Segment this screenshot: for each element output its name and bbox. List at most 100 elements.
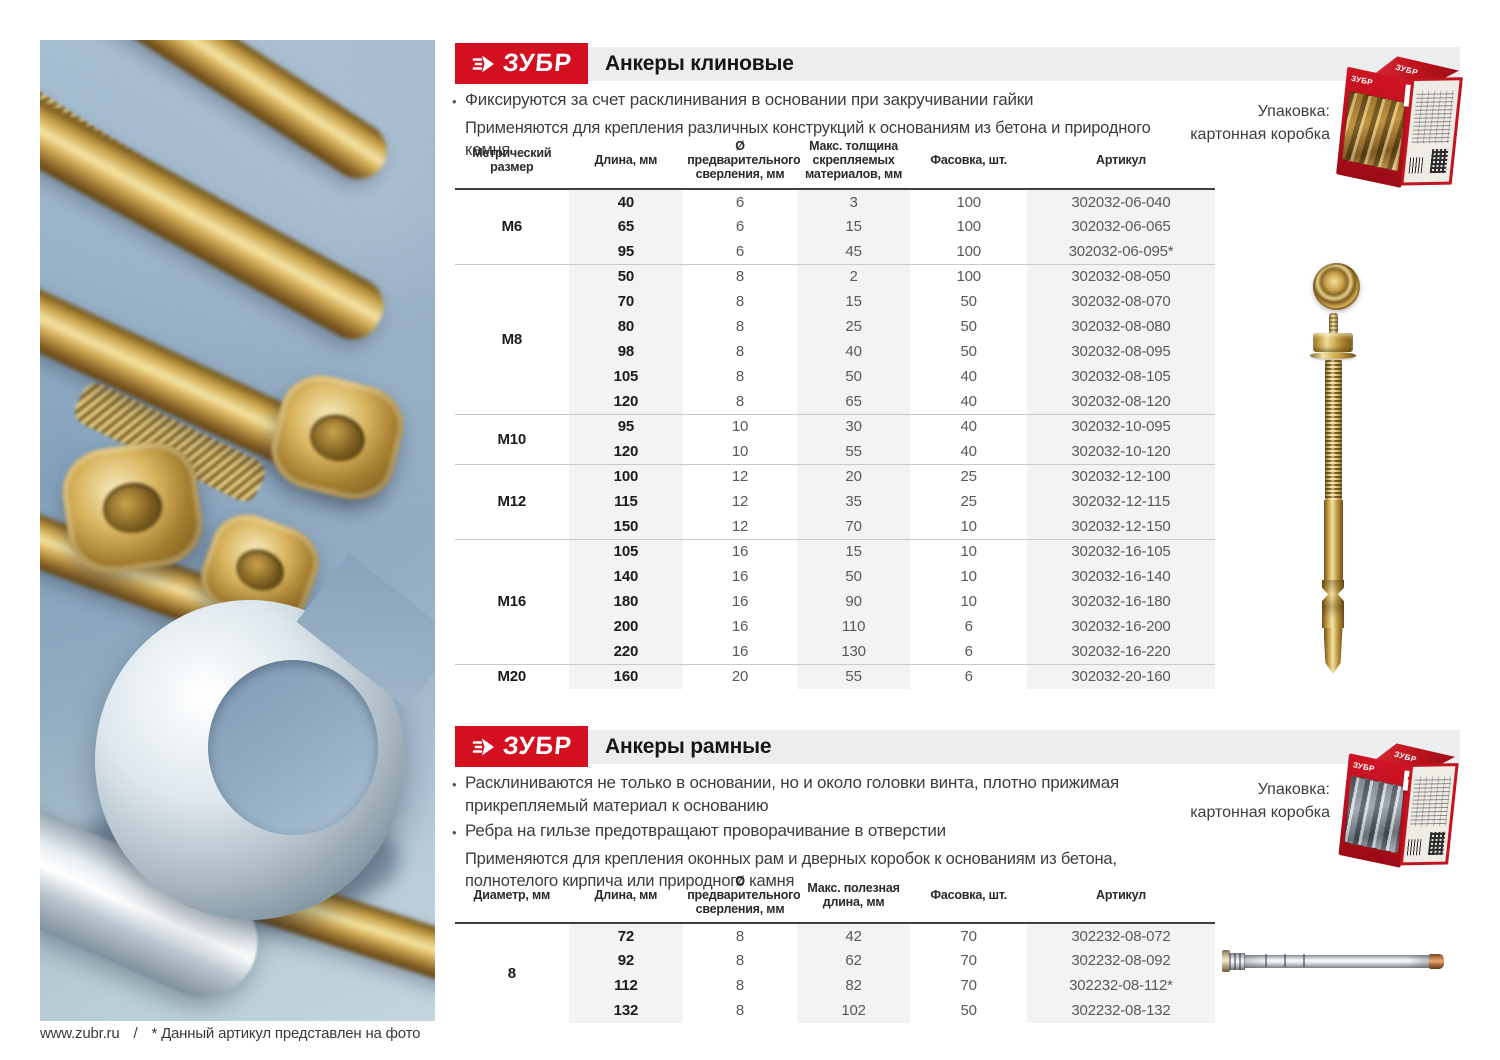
photo-wrench-jaw-opening bbox=[208, 660, 378, 835]
table-row: M6 40 6 3 100 302032-06-040 bbox=[455, 189, 1215, 235]
box-qr-code bbox=[1427, 831, 1446, 855]
cell-pack-qty: 100 bbox=[956, 218, 981, 235]
anchor-threaded-shaft bbox=[1324, 360, 1342, 500]
cell-article: 302032-08-095 bbox=[1026, 339, 1215, 364]
table-row: 65 6 15 100 302032-06-065 bbox=[455, 214, 1215, 239]
bullet-item: • Расклиниваются не только в основании, … bbox=[452, 771, 1168, 817]
table-row: M20 160 20 55 6 302032-20-160 bbox=[455, 663, 1215, 689]
cell-max-material-thickness-mm: 65 bbox=[796, 389, 911, 414]
table-row: 92 8 62 70 302232-08-092 bbox=[455, 948, 1215, 973]
group-size-cell: M6 bbox=[501, 218, 523, 236]
cell-length-mm: 115 bbox=[568, 489, 684, 514]
frame-anchor-image bbox=[1222, 950, 1444, 972]
cell-length-mm: 70 bbox=[568, 289, 684, 314]
cell-max-material-thickness-mm: 15 bbox=[796, 214, 911, 239]
cell-max-useful-length-mm: 42 bbox=[796, 923, 911, 948]
cell-article: 302032-08-105 bbox=[1026, 364, 1215, 389]
cell-pack-qty: 10 bbox=[960, 517, 977, 535]
cell-length-mm: 112 bbox=[568, 973, 684, 998]
anchor-thread-stub bbox=[1328, 313, 1338, 334]
table-row: 132 8 102 50 302232-08-132 bbox=[455, 998, 1215, 1023]
group-size-cell: M10 bbox=[455, 413, 569, 464]
cell-pack-qty: 10 bbox=[910, 538, 1027, 564]
cell-length-mm: 120 bbox=[568, 439, 684, 464]
cell-max-material-thickness-mm: 20 bbox=[796, 463, 911, 489]
group-size-cell: M16 bbox=[455, 538, 569, 664]
cell-article: 302032-08-070 bbox=[1026, 289, 1215, 314]
cell-article: 302032-16-105 bbox=[1026, 538, 1215, 564]
cell-article: 302032-10-120 bbox=[1026, 439, 1215, 464]
cell-article: 302232-08-112* bbox=[1026, 973, 1215, 998]
cell-max-useful-length-mm: 102 bbox=[796, 998, 911, 1023]
cell-drill-diameter-mm: 8 bbox=[735, 392, 745, 410]
cell-max-material-thickness-mm: 50 bbox=[796, 564, 911, 589]
column-header-max-useful-length-mm: Макс. полезная длина, мм bbox=[796, 871, 911, 924]
cell-length-mm: 160 bbox=[568, 663, 684, 689]
packaging-label: Упаковка: bbox=[1257, 103, 1330, 120]
frame-anchor-slits bbox=[1248, 954, 1308, 967]
cell-max-material-thickness-mm: 35 bbox=[796, 489, 911, 514]
column-header-max-material-thickness-mm: Макс. толщина скрепляемых материалов, мм bbox=[796, 135, 911, 190]
bullet-dot: • bbox=[452, 777, 457, 792]
cell-pack-qty: 40 bbox=[960, 392, 977, 410]
cell-max-useful-length-mm: 82 bbox=[796, 973, 911, 998]
bullet-text: Фиксируются за счет расклинивания в осно… bbox=[465, 90, 1034, 109]
packaging-label: Упаковка: bbox=[1257, 781, 1330, 798]
box-barcode bbox=[1408, 157, 1424, 174]
cell-pack-qty: 50 bbox=[960, 1002, 977, 1019]
cell-drill-diameter-mm: 20 bbox=[683, 663, 797, 689]
box-side-face bbox=[1399, 762, 1459, 866]
cell-article: 302032-16-220 bbox=[1026, 639, 1215, 664]
column-header-pack-qty: Фасовка, шт. bbox=[910, 135, 1027, 190]
bullet-dot: • bbox=[452, 825, 457, 840]
cell-drill-diameter-mm: 12 bbox=[731, 517, 749, 535]
box-spec-table bbox=[1409, 775, 1451, 827]
cell-pack-qty: 6 bbox=[964, 642, 973, 660]
table-row: 150 12 70 10 302032-12-150 bbox=[455, 514, 1215, 539]
cell-drill-diameter-mm: 8 bbox=[735, 343, 745, 360]
site-link[interactable]: www.zubr.ru bbox=[40, 1025, 120, 1042]
cell-article: 302232-08-132 bbox=[1026, 998, 1215, 1023]
wedge-anchors-table: Метрический размер Длина, мм Ø предварител… bbox=[455, 135, 1215, 689]
box-side-face bbox=[1400, 76, 1463, 185]
cell-article: 302032-08-050 bbox=[1026, 263, 1215, 289]
section2-packaging: Упаковка: картонная коробка bbox=[1138, 778, 1330, 824]
section1-packaging: Упаковка: картонная коробка bbox=[1138, 100, 1330, 146]
cell-length-mm: 180 bbox=[568, 589, 684, 614]
table-row: 180 16 90 10 302032-16-180 bbox=[455, 589, 1215, 614]
photo-nut-hole bbox=[305, 408, 370, 467]
cell-length-mm: 105 bbox=[568, 364, 684, 389]
cell-pack-qty: 100 bbox=[910, 263, 1027, 289]
cell-pack-qty: 70 bbox=[960, 977, 977, 994]
cell-drill-diameter-mm: 8 bbox=[683, 263, 797, 289]
cell-article: 302032-12-150 bbox=[1026, 514, 1215, 539]
table-row: 98 8 40 50 302032-08-095 bbox=[455, 339, 1215, 364]
section1-title: Анкеры клиновые bbox=[605, 52, 794, 75]
box-qr-code bbox=[1429, 148, 1449, 174]
cell-max-material-thickness-mm: 40 bbox=[796, 339, 911, 364]
table-row: 70 8 15 50 302032-08-070 bbox=[455, 289, 1215, 314]
cell-pack-qty: 10 bbox=[960, 568, 977, 585]
packaging-value: картонная коробка bbox=[1190, 804, 1330, 821]
cell-length-mm: 105 bbox=[568, 538, 684, 564]
box-window-anchors bbox=[1341, 90, 1407, 173]
cell-article: 302032-08-120 bbox=[1026, 389, 1215, 414]
cell-pack-qty: 100 bbox=[956, 242, 981, 260]
table-row: M8 50 8 2 100 302032-08-050 bbox=[455, 263, 1215, 414]
bullet-item: • Фиксируются за счет расклинивания в ос… bbox=[452, 88, 1192, 113]
cell-length-mm: 150 bbox=[568, 514, 684, 539]
group-size-cell: M20 bbox=[455, 663, 569, 689]
brand-name: ЗУБР bbox=[501, 49, 573, 77]
cell-pack-qty: 50 bbox=[960, 293, 977, 310]
packaging-box-image: ЗУБР ЗУБР bbox=[1338, 739, 1460, 872]
box-front-face: ЗУБР bbox=[1338, 753, 1411, 869]
section1-header-bar: ЗУБР Анкеры клиновые bbox=[455, 43, 1460, 84]
cell-length-mm: 100 bbox=[568, 463, 684, 489]
table-row: 140 16 50 10 302032-16-140 bbox=[455, 564, 1215, 589]
column-header-pack-qty: Фасовка, шт. bbox=[910, 871, 1027, 924]
column-header-drill-diameter-mm: Ø предварительного сверления, мм bbox=[683, 871, 801, 924]
cell-max-material-thickness-mm: 90 bbox=[796, 589, 911, 614]
cell-article: 302032-10-095 bbox=[1026, 413, 1215, 439]
box-spec-table bbox=[1411, 90, 1455, 144]
